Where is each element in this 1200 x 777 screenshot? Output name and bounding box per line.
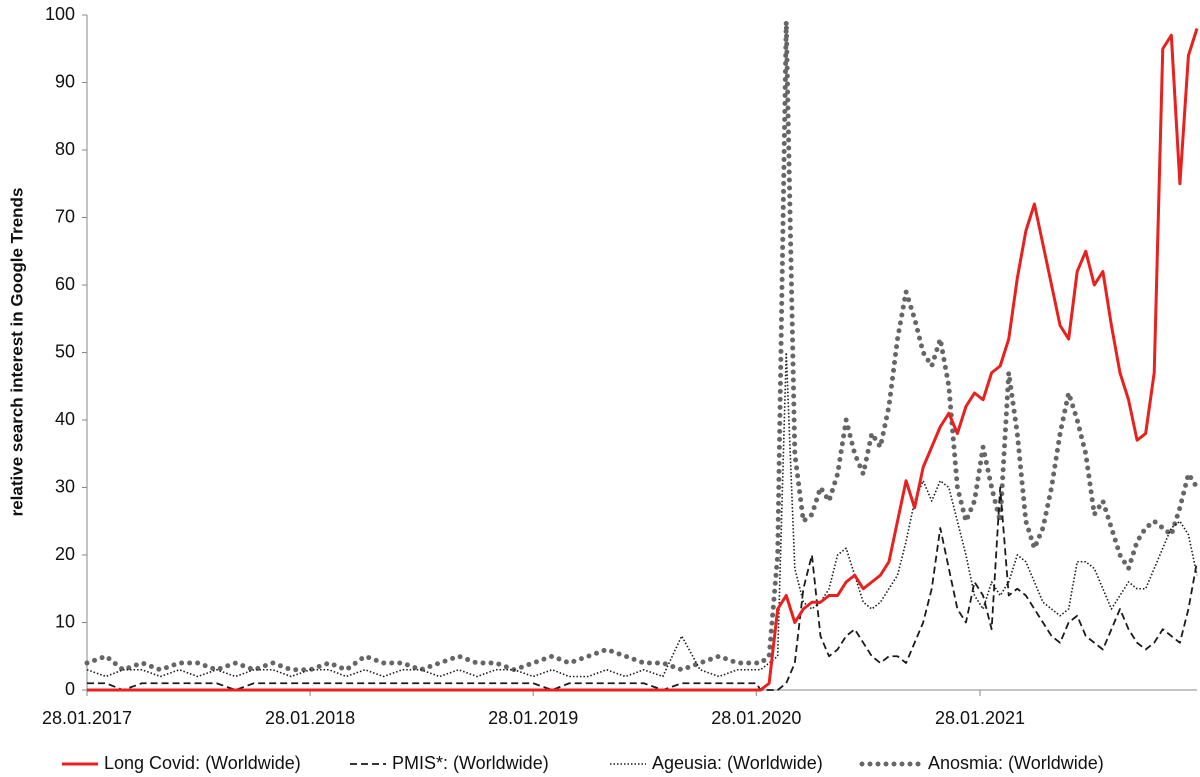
x-tick-label: 28.01.2021 [935,708,1025,728]
y-tick-label: 0 [65,679,75,699]
y-tick-label: 30 [55,476,75,496]
y-tick-label: 80 [55,139,75,159]
series-line [87,486,1198,691]
x-tick-label: 28.01.2019 [488,708,578,728]
y-tick-label: 10 [55,611,75,631]
legend-label: Anosmia: (Worldwide) [928,753,1104,773]
y-tick-label: 20 [55,544,75,564]
y-tick-label: 90 [55,71,75,91]
series-line [86,351,1198,678]
x-tick-label: 28.01.2017 [42,708,132,728]
x-tick-label: 28.01.2018 [265,708,355,728]
x-tick-label: 28.01.2020 [711,708,801,728]
legend-label: Ageusia: (Worldwide) [652,753,823,773]
legend-label: PMIS*: (Worldwide) [392,753,549,773]
y-tick-label: 70 [55,206,75,226]
y-tick-label: 100 [45,4,75,24]
y-tick-label: 50 [55,341,75,361]
y-tick-label: 60 [55,274,75,294]
series-line [84,19,1200,673]
series-line [87,28,1199,692]
legend-label: Long Covid: (Worldwide) [104,753,301,773]
y-tick-label: 40 [55,409,75,429]
y-axis-title: relative search interest in Google Trend… [7,188,26,517]
